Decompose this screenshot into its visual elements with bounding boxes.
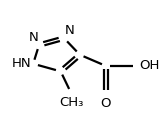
Text: N: N <box>65 24 75 37</box>
Text: HN: HN <box>12 57 31 70</box>
Text: O: O <box>100 97 111 110</box>
Text: N: N <box>28 31 38 44</box>
Text: OH: OH <box>139 59 160 72</box>
Text: CH₃: CH₃ <box>59 96 84 109</box>
